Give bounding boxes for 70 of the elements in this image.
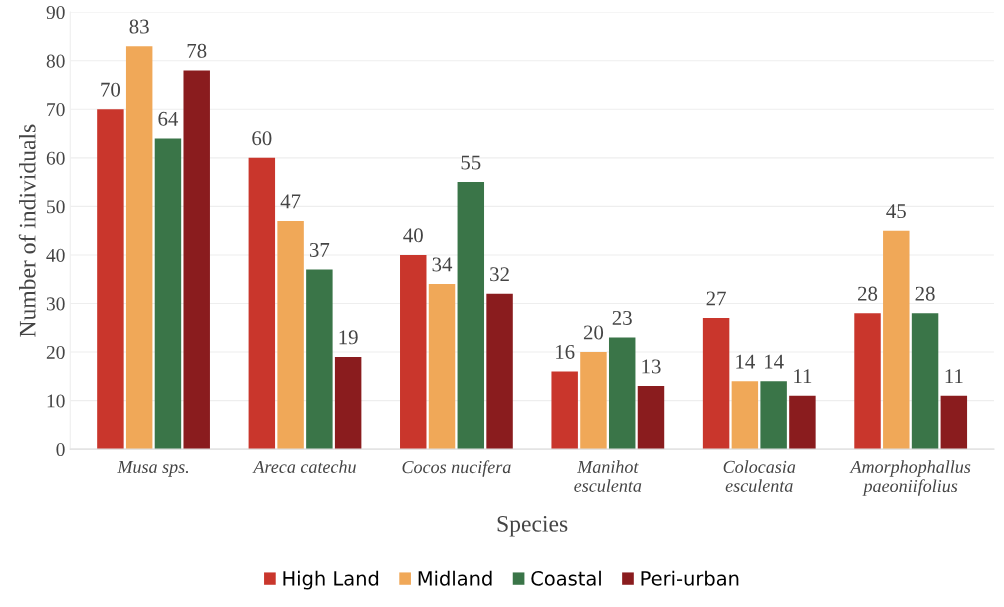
data-label: 47 bbox=[280, 194, 301, 209]
bar bbox=[400, 254, 427, 450]
x-tick-label: Cocos nucifera bbox=[402, 460, 511, 477]
x-tick-label: Manihot esculenta bbox=[574, 460, 642, 492]
bar bbox=[306, 269, 333, 450]
bar bbox=[248, 157, 276, 450]
bar bbox=[911, 313, 939, 450]
bar bbox=[702, 318, 730, 450]
data-label: 28 bbox=[915, 286, 935, 301]
bar bbox=[551, 371, 578, 450]
bar bbox=[428, 284, 456, 450]
bar bbox=[637, 386, 665, 450]
legend-label: Coastal bbox=[531, 570, 601, 586]
data-label: 14 bbox=[765, 354, 784, 369]
x-tick-label: Colocasia esculenta bbox=[723, 460, 796, 492]
bar bbox=[125, 46, 153, 450]
data-label: 27 bbox=[706, 291, 726, 306]
data-label: 32 bbox=[490, 267, 509, 282]
y-tick-label: 60 bbox=[46, 151, 65, 165]
data-label: 11 bbox=[945, 369, 963, 383]
bar bbox=[154, 138, 182, 450]
y-axis-title: Number of individuals bbox=[18, 124, 36, 337]
bar bbox=[97, 109, 124, 450]
bar bbox=[580, 352, 607, 450]
legend-label: High Land bbox=[283, 570, 379, 590]
data-label: 64 bbox=[158, 111, 179, 126]
data-label: 78 bbox=[187, 43, 207, 58]
data-label: 13 bbox=[642, 359, 661, 374]
legend-label: Peri-urban bbox=[641, 570, 739, 586]
bar bbox=[486, 293, 513, 450]
data-label: 23 bbox=[612, 310, 632, 325]
y-tick-label: 40 bbox=[46, 248, 65, 262]
bar bbox=[789, 395, 816, 450]
x-tick-label: Musa sps. bbox=[117, 461, 189, 477]
bar bbox=[883, 230, 910, 450]
data-label: 83 bbox=[129, 19, 149, 34]
y-tick-label: 90 bbox=[46, 5, 65, 20]
y-tick-label: 70 bbox=[47, 103, 65, 117]
y-tick-label: 20 bbox=[46, 345, 65, 359]
bar bbox=[334, 356, 362, 450]
data-label: 14 bbox=[736, 354, 755, 369]
data-label: 60 bbox=[252, 131, 272, 146]
x-axis-title: Species bbox=[497, 515, 568, 537]
legend-label: Midland bbox=[418, 570, 492, 586]
bar bbox=[608, 337, 636, 450]
bar bbox=[940, 395, 968, 450]
data-label: 40 bbox=[403, 228, 423, 243]
data-label: 55 bbox=[461, 155, 481, 170]
data-label: 11 bbox=[794, 369, 812, 383]
data-label: 45 bbox=[886, 204, 906, 219]
data-label: 20 bbox=[583, 325, 604, 340]
bar bbox=[854, 313, 881, 450]
y-tick-label: 30 bbox=[46, 297, 65, 311]
y-tick-label: 50 bbox=[47, 200, 65, 214]
data-label: 16 bbox=[556, 344, 575, 359]
x-tick-label: Areca catechu bbox=[252, 460, 356, 474]
x-tick-label: Amorphophallus paeoniifolius bbox=[849, 460, 971, 496]
data-label: 37 bbox=[309, 242, 330, 257]
data-label: 19 bbox=[339, 330, 358, 345]
bar bbox=[731, 381, 759, 450]
bar bbox=[183, 70, 210, 450]
data-label: 34 bbox=[432, 257, 453, 272]
y-tick-label: 10 bbox=[47, 394, 65, 408]
data-label: 28 bbox=[858, 286, 878, 301]
y-tick-label: 0 bbox=[56, 443, 65, 457]
y-tick-label: 80 bbox=[46, 54, 65, 68]
bar bbox=[457, 182, 485, 450]
data-label: 70 bbox=[101, 82, 121, 97]
bar bbox=[277, 220, 304, 450]
bar bbox=[760, 381, 787, 450]
